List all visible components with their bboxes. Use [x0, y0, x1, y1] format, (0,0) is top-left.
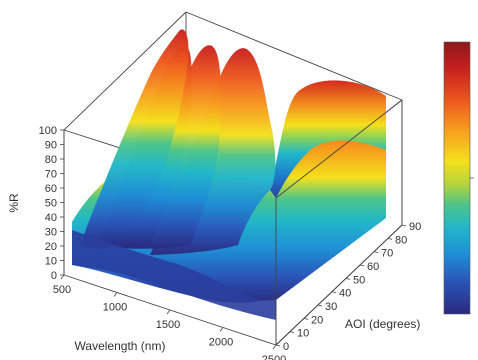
x-tick-mark	[166, 309, 171, 315]
x-tick-label: 1000	[103, 302, 127, 314]
y-tick-mark	[317, 304, 323, 307]
x-tick-mark	[60, 274, 65, 280]
y-tick-mark	[401, 224, 407, 227]
y-tick-label: 20	[311, 314, 323, 326]
y-tick-mark	[359, 264, 365, 267]
y-tick-mark	[303, 317, 309, 320]
x-axis-ticks: 500 1000 1500 2000 2500	[53, 274, 286, 360]
y-tick-mark	[275, 344, 281, 347]
z-tick-label: 70	[45, 169, 57, 181]
x-tick-label: 2000	[209, 337, 233, 349]
y-tick-label: 30	[325, 301, 337, 313]
z-axis-label: %R	[7, 193, 21, 213]
front-valley	[72, 230, 276, 320]
y-tick-label: 50	[353, 274, 365, 286]
x-tick-mark	[272, 344, 277, 350]
x-tick-mark	[219, 327, 224, 332]
y-tick-mark	[289, 331, 295, 334]
y-tick-mark	[373, 251, 379, 254]
z-tick-label: 100	[39, 125, 57, 137]
y-tick-mark	[387, 237, 393, 240]
x-axis-label: Wavelength (nm)	[75, 339, 166, 353]
y-tick-mark	[331, 291, 337, 294]
x-tick-label: 1500	[156, 319, 180, 331]
ridge-700	[80, 29, 189, 249]
y-tick-mark	[345, 277, 351, 280]
z-tick-label: 90	[45, 140, 57, 152]
y-tick-label: 10	[297, 328, 309, 340]
z-tick-label: 30	[45, 227, 57, 239]
ridge-2300	[270, 80, 386, 198]
z-tick-label: 10	[45, 256, 57, 268]
z-tick-label: 80	[45, 154, 57, 166]
surface	[72, 29, 386, 320]
y-tick-label: 40	[339, 288, 351, 300]
colorbar	[443, 41, 471, 315]
z-tick-label: 60	[45, 183, 57, 195]
x-tick-label: 500	[53, 284, 71, 296]
y-axis-label: AOI (degrees)	[345, 317, 420, 331]
z-tick-label: 40	[45, 212, 57, 224]
z-axis-ticks: 0 10 20 30 40 50 60 70 80 90 100	[39, 125, 64, 282]
y-tick-label: 60	[367, 261, 379, 273]
y-tick-label: 70	[381, 248, 393, 260]
y-tick-label: 0	[283, 341, 289, 353]
y-tick-label: 80	[395, 234, 407, 246]
z-tick-label: 50	[45, 198, 57, 210]
y-tick-label: 90	[409, 221, 421, 233]
x-tick-mark	[113, 292, 118, 297]
z-tick-label: 0	[51, 270, 57, 282]
x-tick-label: 2500	[262, 354, 286, 360]
z-tick-label: 20	[45, 241, 57, 253]
